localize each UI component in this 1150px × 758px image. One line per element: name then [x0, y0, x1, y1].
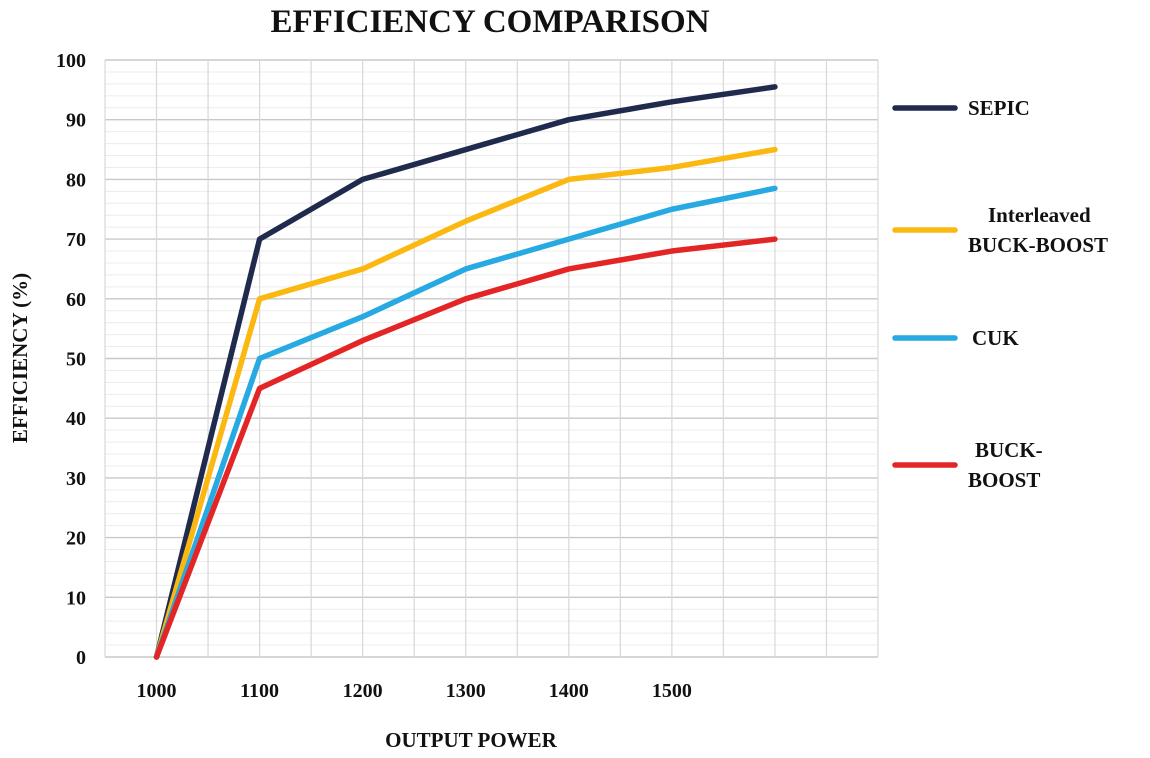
y-tick-label: 30	[66, 468, 86, 490]
series-lines	[153, 84, 778, 660]
y-tick-label: 70	[66, 229, 86, 251]
chart-title: EFFICIENCY COMPARISON	[270, 4, 709, 40]
series-line-interleaved-buck-boost	[153, 146, 778, 660]
series-line-cuk	[153, 185, 778, 660]
y-axis-title: EFFICIENCY (%)	[8, 273, 32, 443]
x-axis-title: OUTPUT POWER	[385, 728, 558, 752]
y-tick-label: 40	[66, 408, 86, 430]
grid	[104, 59, 879, 658]
x-tick-label: 1000	[137, 680, 177, 702]
x-tick-label: 1500	[652, 680, 692, 702]
y-tick-label: 10	[66, 587, 86, 609]
x-tick-label: 1300	[446, 680, 486, 702]
legend-label: CUK	[972, 326, 1019, 350]
legend-label: BUCK-BOOST	[968, 233, 1108, 257]
legend-label: Interleaved	[988, 203, 1091, 227]
y-tick-label: 20	[66, 528, 86, 550]
series-line-sepic	[153, 84, 778, 660]
y-tick-label: 60	[66, 289, 86, 311]
x-tick-label: 1200	[343, 680, 383, 702]
x-tick-label: 1100	[240, 680, 279, 702]
x-axis-ticks: 1000 1100 1200 1300 1400 1500	[137, 680, 692, 702]
legend-label: SEPIC	[968, 96, 1030, 120]
y-tick-label: 50	[66, 349, 86, 371]
legend-label: BOOST	[968, 468, 1040, 492]
legend-label: BUCK-	[975, 438, 1043, 462]
y-tick-label: 0	[76, 647, 86, 669]
x-tick-label: 1400	[549, 680, 589, 702]
y-axis-ticks: 0 10 20 30 40 50 60 70 80 90 100	[56, 50, 86, 669]
y-tick-label: 80	[66, 169, 86, 191]
y-tick-label: 90	[66, 110, 86, 132]
series-line-buck-boost	[153, 236, 778, 660]
y-tick-label: 100	[56, 50, 86, 72]
